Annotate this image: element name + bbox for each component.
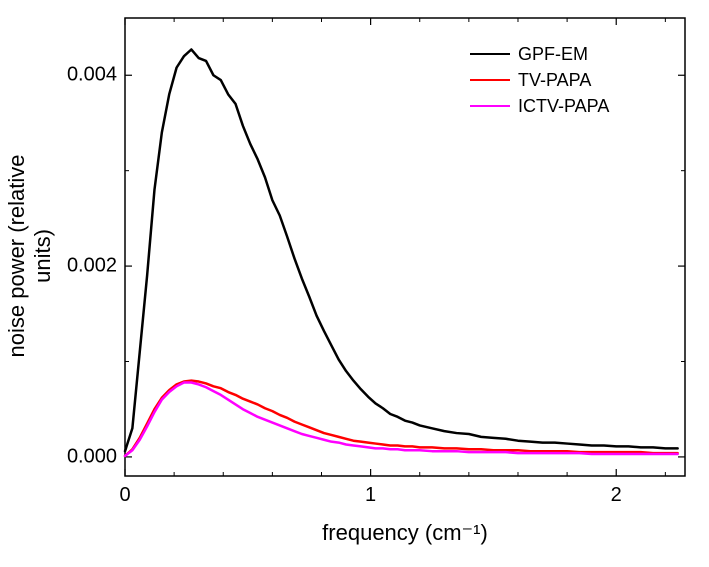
legend-swatch — [470, 53, 510, 56]
legend-label: GPF-EM — [518, 44, 588, 65]
noise-power-chart: noise power (relative units) frequency (… — [0, 0, 709, 567]
y-axis-label: noise power (relative units) — [4, 146, 56, 366]
x-axis-label: frequency (cm⁻¹) — [125, 520, 685, 546]
x-tick-label: 2 — [611, 484, 622, 507]
y-tick-label: 0.002 — [67, 255, 117, 278]
legend-item: GPF-EM — [470, 42, 609, 66]
x-tick-label: 0 — [119, 484, 130, 507]
x-tick-label: 1 — [365, 484, 376, 507]
legend-item: ICTV-PAPA — [470, 94, 609, 118]
y-tick-label: 0.000 — [67, 445, 117, 468]
legend-item: TV-PAPA — [470, 68, 609, 92]
legend-label: TV-PAPA — [518, 70, 591, 91]
legend-label: ICTV-PAPA — [518, 96, 609, 117]
legend-swatch — [470, 79, 510, 82]
chart-legend: GPF-EM TV-PAPA ICTV-PAPA — [470, 42, 609, 120]
legend-swatch — [470, 105, 510, 108]
y-tick-label: 0.004 — [67, 64, 117, 87]
